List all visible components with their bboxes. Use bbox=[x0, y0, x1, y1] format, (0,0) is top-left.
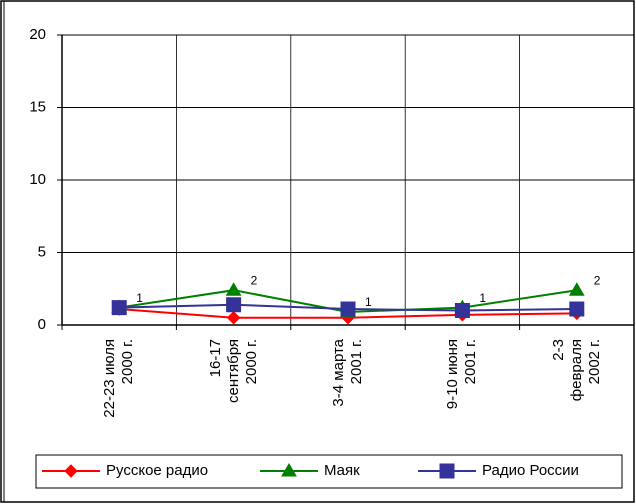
y-tick-label: 10 bbox=[29, 171, 46, 188]
y-tick-label: 5 bbox=[38, 243, 46, 260]
x-tick-label: 2-3 февраля 2002 г. bbox=[549, 339, 603, 402]
legend-label: Русское радио bbox=[106, 462, 208, 479]
data-point bbox=[568, 282, 585, 296]
x-tick-label: 16-17 сентября 2000 г. bbox=[206, 339, 260, 404]
data-point bbox=[111, 300, 127, 316]
data-point bbox=[225, 282, 242, 296]
data-point bbox=[454, 303, 470, 318]
y-tick-label: 0 bbox=[38, 316, 46, 333]
legend-marker bbox=[64, 464, 78, 478]
data-label: 1 bbox=[365, 295, 372, 309]
data-label: 2 bbox=[594, 273, 601, 287]
legend-label: Радио России bbox=[482, 462, 579, 479]
data-label: 2 bbox=[251, 273, 258, 287]
data-point bbox=[226, 297, 242, 313]
y-tick-label: 20 bbox=[29, 26, 46, 43]
y-tick-label: 15 bbox=[29, 98, 46, 115]
x-tick-label: 9-10 июня 2001 г. bbox=[444, 339, 480, 410]
legend-marker bbox=[439, 463, 455, 479]
data-label: 1 bbox=[136, 291, 143, 305]
x-tick-label: 3-4 марта 2001 г. bbox=[330, 339, 365, 407]
data-point bbox=[340, 301, 356, 317]
data-label: 1 bbox=[479, 291, 486, 305]
data-point bbox=[569, 301, 585, 317]
x-tick-label: 22-23 июля 2000 г. bbox=[101, 339, 137, 418]
data-point bbox=[226, 311, 241, 325]
legend-label: Маяк bbox=[324, 462, 360, 479]
legend-marker bbox=[281, 463, 297, 477]
legend-box bbox=[35, 454, 623, 489]
